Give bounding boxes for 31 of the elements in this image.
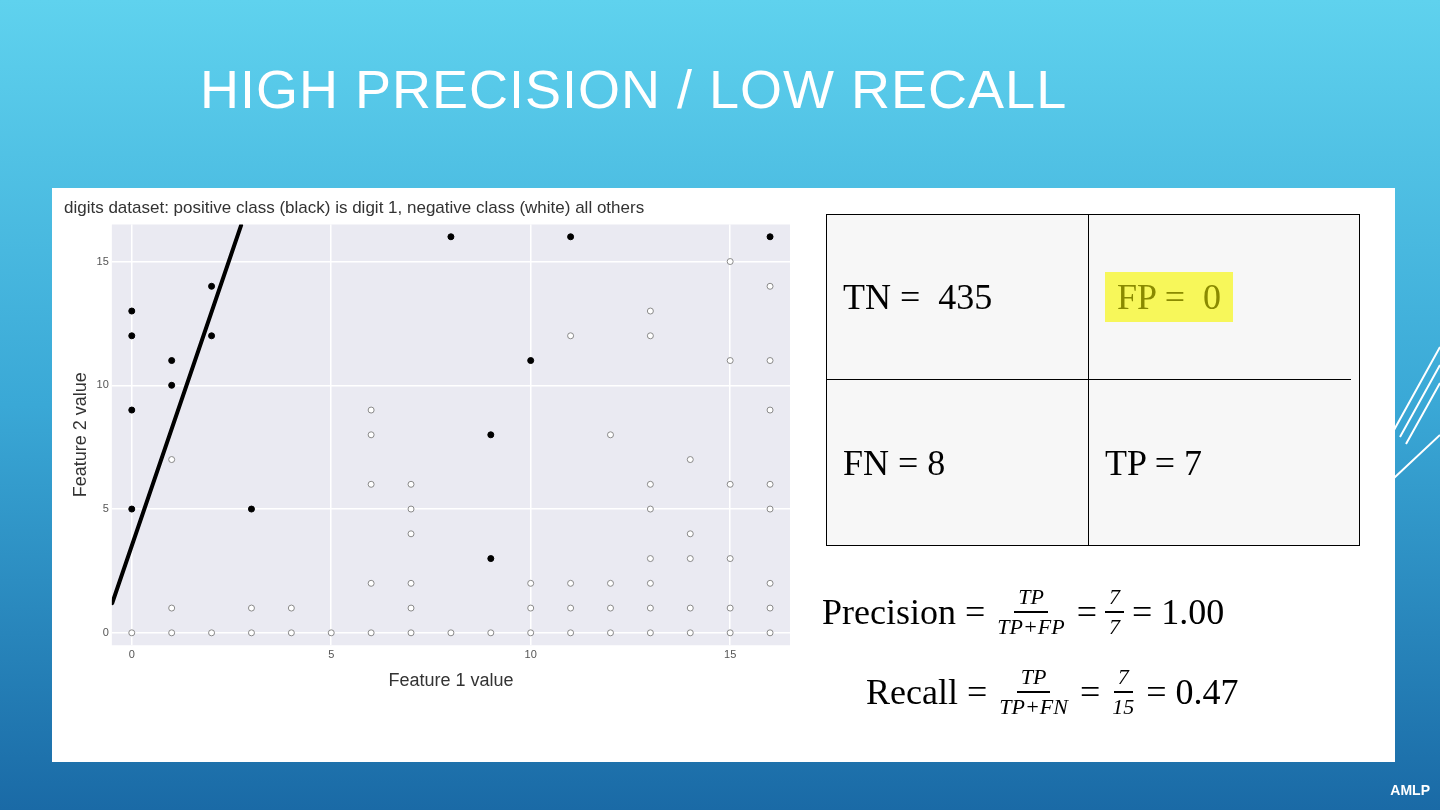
text: AMLP: [1389, 782, 1430, 798]
y-tick-label: 15: [96, 254, 109, 267]
text: 7: [1113, 663, 1133, 693]
text: TP: [1016, 663, 1051, 693]
chart-subtitle: digits dataset: positive class (black) is digit 1, negative class (white) all others: [64, 197, 645, 217]
text: FN = 8: [843, 441, 946, 484]
x-tick-label: 10: [524, 647, 537, 660]
x-tick-label: 0: [128, 647, 135, 660]
text: TN = 435: [843, 276, 993, 318]
text: 15: [1111, 693, 1136, 721]
text: Precision =: [822, 591, 986, 633]
y-tick-label: 5: [102, 502, 109, 515]
text: =: [1079, 671, 1101, 713]
text: FP = 0: [1105, 272, 1234, 322]
text: TP+FP: [996, 613, 1066, 641]
x-tick-label: 5: [328, 647, 335, 660]
text: TP = 7: [1105, 441, 1202, 484]
text: TP+FN: [998, 693, 1070, 721]
y-tick-label: 0: [102, 625, 109, 638]
text: =: [1076, 591, 1098, 633]
text: Recall =: [866, 671, 988, 713]
text: TP: [1014, 583, 1048, 613]
x-axis-title: Feature 1 value: [388, 670, 514, 691]
y-axis-title: Feature 2 value: [69, 372, 90, 498]
y-tick-label: 10: [96, 378, 109, 391]
text: 7: [1108, 613, 1122, 641]
chart-title: HIGH PRECISION / LOW RECALL: [200, 58, 1068, 120]
text: = 0.47: [1146, 671, 1239, 713]
text: = 1.00: [1132, 591, 1225, 633]
text: 7: [1105, 583, 1125, 613]
x-tick-label: 15: [724, 647, 737, 660]
